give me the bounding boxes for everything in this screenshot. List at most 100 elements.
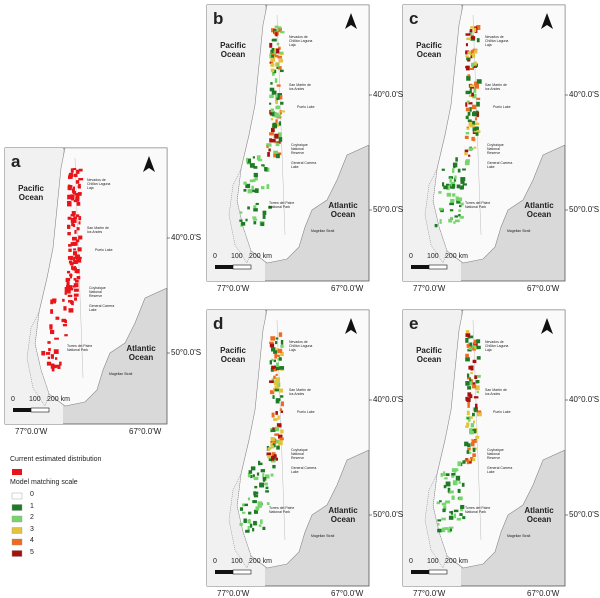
distribution-patch: [252, 156, 255, 159]
distribution-patch: [273, 418, 278, 421]
place-label: Nevados de Chillán Laguna Laja: [485, 35, 509, 47]
distribution-patch: [462, 516, 466, 520]
distribution-patch: [441, 517, 446, 521]
lat-label: 50°0.0'S: [373, 510, 404, 519]
distribution-patch: [52, 298, 57, 302]
distribution-patch: [70, 217, 76, 223]
north-arrow: [143, 156, 155, 172]
distribution-patch: [264, 474, 270, 479]
distribution-patch: [73, 248, 77, 251]
distribution-patch: [460, 180, 465, 184]
distribution-patch: [469, 67, 475, 70]
distribution-patch: [464, 135, 469, 139]
distribution-patch: [467, 119, 472, 123]
distribution-patch: [274, 48, 278, 52]
map-panel: [402, 4, 568, 282]
distribution-patch: [67, 289, 71, 294]
distribution-patch: [475, 385, 480, 391]
distribution-patch: [273, 365, 277, 370]
distribution-patch: [476, 339, 481, 344]
distribution-patch: [68, 201, 72, 205]
distribution-patch: [273, 51, 277, 55]
distribution-patch: [75, 239, 80, 243]
land: [236, 309, 370, 569]
legend-label: 3: [30, 525, 34, 533]
legend-title: Current estimated distribution: [10, 456, 102, 463]
ocean-label: Atlantic Ocean: [524, 201, 554, 219]
distribution-patch: [269, 102, 272, 105]
distribution-patch: [467, 402, 470, 408]
lon-label: 67°0.0'W: [129, 427, 162, 436]
distribution-patch: [70, 214, 75, 217]
distribution-patch: [70, 168, 74, 173]
distribution-patch: [272, 443, 276, 448]
distribution-patch: [451, 168, 455, 173]
distribution-patch: [472, 64, 477, 68]
distribution-patch: [275, 439, 280, 444]
distribution-patch: [275, 377, 281, 383]
distribution-patch: [437, 523, 440, 526]
distribution-patch: [278, 66, 282, 70]
distribution-patch: [239, 507, 244, 511]
distribution-patch: [450, 510, 454, 515]
distribution-patch: [59, 361, 62, 366]
distribution-patch: [75, 196, 80, 199]
place-label: Coyhaique National Reserve: [291, 143, 308, 155]
lon-label: 77°0.0'W: [217, 284, 250, 293]
distribution-patch: [280, 344, 284, 348]
distribution-patch: [245, 157, 248, 163]
distribution-patch: [253, 520, 257, 526]
distribution-patch: [460, 202, 464, 206]
distribution-patch: [275, 32, 278, 37]
ocean-label: Atlantic Ocean: [328, 201, 358, 219]
distribution-patch: [62, 324, 68, 327]
scale-label: 0: [11, 396, 15, 403]
ocean-label: Pacific Ocean: [220, 41, 246, 59]
distribution-patch: [68, 244, 72, 247]
distribution-patch: [279, 95, 283, 100]
distribution-patch: [466, 373, 470, 378]
distribution-patch: [73, 256, 76, 262]
distribution-patch: [458, 209, 461, 212]
distribution-patch: [275, 341, 278, 345]
distribution-patch: [474, 61, 477, 66]
distribution-patch: [454, 215, 459, 218]
distribution-patch: [245, 529, 250, 533]
place-label: San Martín de los Andes: [87, 226, 109, 234]
distribution-patch: [449, 202, 454, 206]
distribution-patch: [470, 26, 474, 29]
distribution-patch: [465, 458, 469, 461]
place-label: Puelo Lake: [297, 410, 315, 414]
distribution-patch: [73, 278, 77, 281]
distribution-patch: [262, 526, 266, 530]
distribution-patch: [260, 519, 263, 525]
distribution-patch: [278, 137, 283, 142]
distribution-patch: [269, 132, 274, 136]
place-label: Coyhaique National Reserve: [89, 286, 106, 298]
distribution-patch: [241, 503, 245, 507]
place-label: Magellan Strait: [311, 534, 335, 538]
distribution-patch: [73, 283, 79, 288]
distribution-patch: [73, 288, 79, 292]
distribution-patch: [78, 235, 83, 240]
distribution-patch: [75, 198, 78, 202]
distribution-patch: [269, 138, 273, 143]
place-label: Coyhaique National Reserve: [487, 448, 504, 460]
distribution-patch: [465, 66, 469, 69]
distribution-patch: [275, 100, 278, 105]
distribution-patch: [77, 185, 81, 188]
distribution-patch: [64, 334, 68, 337]
distribution-patch: [469, 457, 474, 461]
distribution-patch: [459, 513, 463, 516]
distribution-patch: [279, 51, 284, 54]
distribution-patch: [274, 54, 279, 58]
distribution-patch: [451, 472, 456, 476]
distribution-patch: [272, 38, 277, 42]
distribution-patch: [280, 110, 285, 113]
distribution-patch: [439, 500, 442, 503]
distribution-patch: [55, 316, 60, 320]
distribution-patch: [473, 339, 477, 345]
distribution-patch: [467, 343, 471, 348]
distribution-patch: [466, 450, 470, 454]
